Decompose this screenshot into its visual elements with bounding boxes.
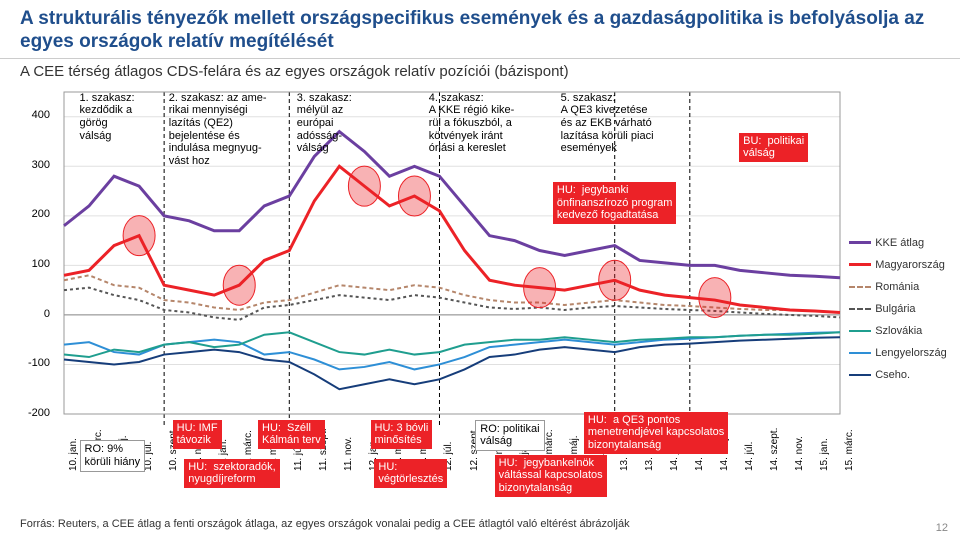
annotation-red: HU: jegybankelnök váltással kapcsolatos … — [495, 455, 607, 497]
legend-swatch — [849, 330, 871, 332]
y-tick: 400 — [20, 109, 50, 121]
y-tick: 200 — [20, 208, 50, 220]
legend-label: Szlovákia — [875, 325, 922, 337]
legend-item: Bulgária — [849, 303, 915, 315]
legend-item: Szlovákia — [849, 325, 922, 337]
x-tick: 15. jan. — [819, 438, 830, 471]
annotation-red: BU: politikai válság — [739, 133, 808, 162]
legend-item: Magyarország — [849, 259, 945, 271]
annotation-white: RO: politikai válság — [475, 420, 544, 451]
legend-swatch — [849, 374, 871, 376]
page-number: 12 — [936, 522, 948, 534]
y-tick: -200 — [20, 407, 50, 419]
page-subtitle: A CEE térség átlagos CDS-felára és az eg… — [0, 59, 960, 82]
legend-swatch — [849, 308, 871, 310]
legend-swatch — [849, 241, 871, 244]
phase-label: 4. szakasz: A KKE régió kike- rül a fóku… — [429, 92, 515, 155]
x-tick: 10. jan. — [68, 438, 79, 471]
legend-swatch — [849, 286, 871, 288]
x-tick: 14. nov. — [794, 436, 805, 471]
y-tick: 0 — [20, 308, 50, 320]
page-title: A strukturális tényezők mellett országsp… — [20, 8, 940, 54]
legend-label: Lengyelország — [875, 347, 947, 359]
legend-item: Lengyelország — [849, 347, 947, 359]
y-tick: -100 — [20, 357, 50, 369]
y-tick: 300 — [20, 159, 50, 171]
x-tick: 14. szept. — [769, 428, 780, 471]
annotation-red: HU: jegybanki önfinanszírozó program ked… — [553, 182, 677, 224]
legend-label: Cseho. — [875, 369, 910, 381]
phase-label: 3. szakasz: mélyül az európai adósság- v… — [297, 92, 352, 155]
annotation-red: HU: szektoradók, nyugdíjreform — [184, 459, 279, 488]
legend-item: KKE átlag — [849, 237, 924, 249]
source-text: Forrás: Reuters, a CEE átlag a fenti ors… — [20, 518, 630, 530]
x-tick: 11. nov. — [343, 437, 354, 471]
legend-label: Bulgária — [875, 303, 915, 315]
phase-label: 5. szakasz: A QE3 kivezetése és az EKB v… — [561, 92, 654, 155]
legend-label: Magyarország — [875, 259, 945, 271]
x-tick: 14. júl. — [744, 442, 755, 471]
annotation-red: HU: a QE3 pontos menetrendjével kapcsola… — [584, 412, 728, 454]
legend-swatch — [849, 263, 871, 266]
x-tick: 15. márc. — [844, 429, 855, 471]
legend-label: KKE átlag — [875, 237, 924, 249]
legend-item: Románia — [849, 281, 919, 293]
y-tick: 100 — [20, 258, 50, 270]
phase-label: 1. szakasz: kezdődik a görög válság — [80, 92, 135, 143]
cds-chart: -200-100010020030040010. jan.10. márc.10… — [20, 84, 940, 494]
annotation-red: HU: végtörlesztés — [374, 459, 447, 488]
annotation-red: HU: IMF távozik — [173, 420, 222, 449]
annotation-red: HU: Széll Kálmán terv — [258, 420, 325, 449]
annotation-red: HU: 3 bóvli minősítés — [371, 420, 433, 449]
phase-label: 2. szakasz: az ame- rikai mennyiségi laz… — [169, 92, 267, 168]
legend-label: Románia — [875, 281, 919, 293]
annotation-white: RO: 9% körüli hiány — [80, 440, 146, 471]
legend-item: Cseho. — [849, 369, 910, 381]
legend-swatch — [849, 352, 871, 354]
